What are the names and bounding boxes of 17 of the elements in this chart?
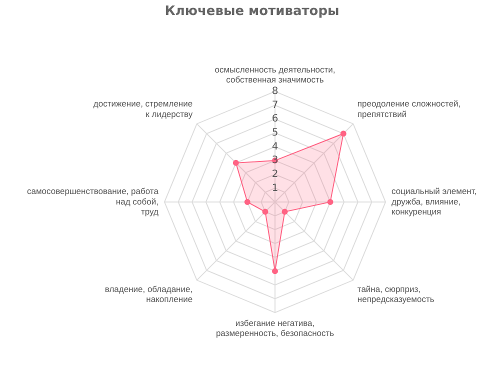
spoke-label: самосовершенствование, работа над собой, труд: [26, 186, 159, 217]
spoke-label: преодоление сложностей, препятствий: [357, 98, 461, 119]
y-tick-label: 2: [272, 168, 278, 180]
spoke-label: тайна, сюрприз, непредсказуемость: [357, 284, 435, 304]
chart-title: Ключевые мотиваторы: [164, 4, 340, 20]
spoke-label: осмысленность деятельности, собственная значимость: [214, 64, 336, 85]
y-tick-label: 1: [272, 182, 278, 194]
spoke-label: достижение, стремление к лидерству: [93, 98, 194, 119]
spoke-label: избегание негатива, размеренность, безопасность: [216, 318, 335, 338]
spoke-label: социальный элемент, дружба, влияние, конкуренция: [392, 186, 477, 217]
y-tick-label: 3: [272, 155, 278, 166]
y-tick-label: 6: [272, 114, 278, 125]
y-tick-label: 8: [272, 86, 278, 98]
y-tick-label: 4: [272, 141, 278, 152]
y-tick-label: 7: [272, 100, 278, 111]
spoke-label: владение, обладание, накопление: [104, 284, 193, 304]
y-tick-label: 5: [272, 128, 278, 139]
